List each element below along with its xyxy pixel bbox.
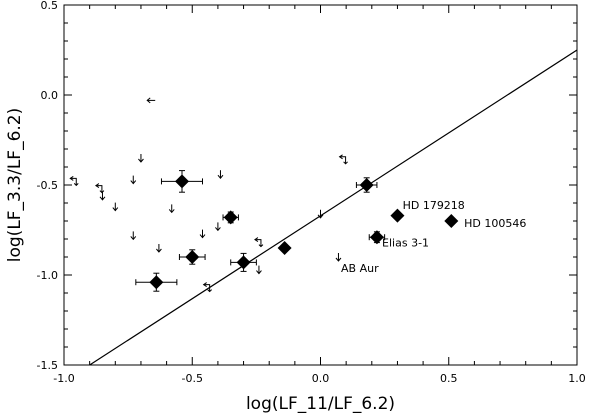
upper-limit-arrow-head — [335, 257, 342, 262]
double-limit-arrow-left-head — [254, 237, 259, 243]
double-limit-arrow-down-head — [258, 244, 264, 248]
y-tick-label: -1.5 — [37, 359, 58, 372]
point-annotation: AB Aur — [341, 262, 379, 275]
upper-limit-arrow-head — [112, 207, 119, 212]
double-limit-arrow-left-head — [338, 154, 343, 160]
x-tick-label: 0.0 — [312, 372, 330, 385]
data-point-diamond — [369, 230, 384, 245]
double-limit-arrow-down-head — [343, 161, 348, 165]
double-limit-arrow — [203, 284, 211, 292]
y-axis-title: log(LF_3.3/LF_6.2) — [5, 108, 25, 262]
data-point-diamond — [185, 250, 200, 264]
data-point-diamond — [174, 174, 189, 189]
double-limit-arrow-left-head — [69, 175, 74, 181]
double-limit-arrow-down-head — [207, 289, 212, 293]
y-tick-label: -1.0 — [37, 269, 58, 282]
double-limit-arrow — [254, 239, 262, 247]
double-limit-arrow — [339, 156, 347, 164]
upper-limit-arrow-head — [217, 174, 224, 179]
upper-limit-arrow-head — [130, 180, 137, 185]
double-limit-arrow-down-head — [73, 183, 79, 187]
plot-frame — [63, 4, 578, 366]
upper-limit-arrow-head — [199, 234, 206, 239]
x-tick-label: -0.5 — [182, 372, 203, 385]
x-tick-label: 0.5 — [440, 372, 458, 385]
data-point-diamond — [236, 255, 251, 270]
data-point-diamond — [390, 208, 405, 223]
data-point-diamond — [444, 214, 459, 228]
point-annotation: HD 179218 — [403, 199, 465, 212]
double-limit-arrow-down-head — [99, 190, 105, 194]
upper-limit-arrow-head — [256, 270, 262, 275]
upper-limit-arrow-head — [138, 158, 144, 163]
double-limit-arrow — [95, 185, 103, 193]
point-annotation: Elias 3-1 — [382, 237, 429, 250]
data-point-diamond — [359, 178, 374, 192]
upper-limit-arrow-head — [215, 227, 221, 232]
upper-limit-arrow-head — [317, 214, 324, 219]
double-limit-arrow-left-head — [202, 282, 207, 288]
data-point-diamond — [223, 210, 238, 225]
x-axis-title: log(LF_11/LF_6.2) — [246, 394, 395, 414]
point-annotation: HD 100546 — [464, 217, 526, 230]
fit-line — [89, 49, 577, 365]
left-limit-arrow-head — [146, 97, 151, 104]
upper-limit-arrow-head — [168, 209, 175, 214]
data-point-diamond — [277, 241, 292, 255]
upper-limit-arrow-head — [130, 236, 137, 241]
double-limit-arrow-left-head — [95, 183, 100, 189]
double-limit-arrow — [70, 177, 77, 186]
upper-limit-arrow-head — [99, 196, 106, 201]
y-tick-label: 0.0 — [41, 89, 59, 102]
y-tick-label: 0.5 — [41, 0, 59, 12]
x-tick-label: 1.0 — [568, 372, 586, 385]
data-point-diamond — [149, 275, 164, 290]
upper-limit-arrow-head — [156, 248, 162, 253]
y-tick-label: -0.5 — [37, 179, 58, 192]
x-tick-label: -1.0 — [53, 372, 74, 385]
